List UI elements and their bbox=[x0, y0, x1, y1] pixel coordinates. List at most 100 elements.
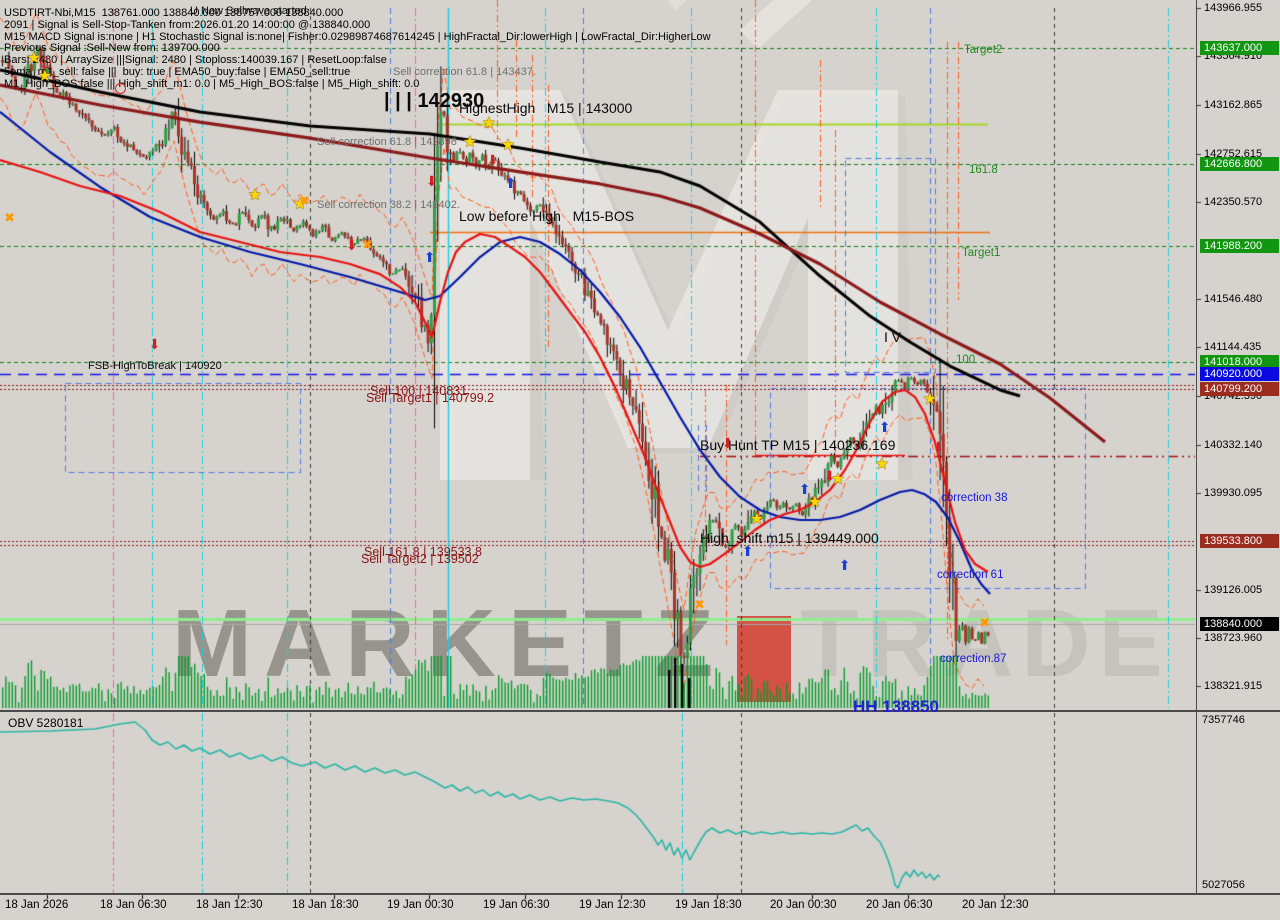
chart-annotation: HighestHigh M15 | 143000 bbox=[459, 100, 633, 116]
chart-annotation: Low before High M15-BOS bbox=[459, 208, 635, 224]
obv-xaxis-separator[interactable] bbox=[0, 893, 1280, 895]
circle-signal-icon bbox=[40, 57, 51, 68]
star-signal-icon: ★ bbox=[462, 134, 478, 152]
price-level-badge: 138840.000 bbox=[1200, 617, 1279, 632]
time-axis-label: 19 Jan 00:30 bbox=[387, 899, 454, 911]
chart-annotation: correction 38 bbox=[941, 492, 1008, 504]
time-axis-label: 18 Jan 18:30 bbox=[292, 899, 359, 911]
chart-annotation: correction 61 bbox=[937, 569, 1004, 581]
time-axis-label: 19 Jan 18:30 bbox=[675, 899, 742, 911]
chart-annotation: U New Sellwave started bbox=[190, 5, 307, 17]
sell-arrow-icon: ⬇ bbox=[486, 152, 499, 169]
price-axis[interactable]: 143966.955 143564.910 143162.865 142752.615… bbox=[1200, 0, 1280, 893]
info-line: M15 MACD Signal is:none | H1 Stochastic … bbox=[4, 30, 711, 43]
time-axis-label: 19 Jan 06:30 bbox=[483, 899, 550, 911]
sell-arrow-icon: ⬇ bbox=[425, 173, 438, 190]
price-axis-label: 139126.005 bbox=[1204, 583, 1263, 596]
buy-arrow-icon: ⬆ bbox=[798, 481, 811, 498]
info-line: Previous Signal :Sell-New from: 139700.0… bbox=[4, 42, 220, 55]
chart-annotation: Sell Target1 | 140799.2 bbox=[366, 391, 495, 405]
chart-annotation: Sell correction 61.8 | 143437. bbox=[393, 66, 536, 78]
time-axis-label: 20 Jan 12:30 bbox=[962, 899, 1029, 911]
chart-annotation: 100 bbox=[956, 354, 976, 366]
chart-annotation: FSB-HighToBreak | 140920 bbox=[88, 360, 222, 372]
star-signal-icon: ★ bbox=[292, 196, 308, 214]
time-axis[interactable]: 18 Jan 2026 18 Jan 06:30 18 Jan 12:30 18 Ja… bbox=[0, 899, 1280, 919]
star-signal-icon: ★ bbox=[749, 511, 765, 529]
chart-annotation: Target2 bbox=[964, 44, 1003, 56]
chart-annotation: Sell Target2 | 139502 bbox=[361, 552, 479, 566]
chart-annotation: Target1 bbox=[962, 247, 1001, 259]
x-mark-icon: ✖ bbox=[694, 596, 706, 612]
price-axis-label: 141144.435 bbox=[1204, 341, 1262, 354]
price-level-badge: 139533.800 bbox=[1200, 533, 1279, 548]
time-axis-label: 18 Jan 12:30 bbox=[196, 899, 263, 911]
time-axis-label: 18 Jan 2026 bbox=[5, 899, 69, 911]
price-axis-label: 142752.615 bbox=[1204, 147, 1263, 160]
price-axis-label: 142350.570 bbox=[1204, 196, 1263, 209]
price-axis-label: 143966.955 bbox=[1204, 2, 1263, 14]
price-axis-label: 141546.480 bbox=[1204, 292, 1263, 305]
star-signal-icon: ★ bbox=[830, 471, 846, 489]
sell-arrow-icon: ⬇ bbox=[345, 237, 358, 254]
chart-annotation: Sell 161.8 | 139533.8 bbox=[364, 545, 482, 559]
price-level-badge: 140799.200 bbox=[1200, 381, 1279, 396]
chart-annotation: correction.87 bbox=[940, 653, 1007, 665]
buy-arrow-icon: ⬆ bbox=[423, 249, 436, 266]
price-level-badge: 143637.000 bbox=[1200, 40, 1279, 55]
price-axis-label: 138321.915 bbox=[1204, 680, 1263, 693]
chart-annotation: I V bbox=[884, 329, 902, 345]
price-level-badge: 141988.200 bbox=[1200, 238, 1279, 253]
time-axis-label: 20 Jan 06:30 bbox=[866, 899, 933, 911]
time-axis-label: 18 Jan 06:30 bbox=[100, 899, 167, 911]
info-line: M1_High_BOS:false ||| High_shift_m1: 0.0… bbox=[4, 77, 420, 90]
star-signal-icon: ★ bbox=[481, 115, 497, 133]
star-signal-icon: ★ bbox=[874, 456, 890, 474]
x-mark-icon: ✖ bbox=[299, 192, 311, 208]
x-mark-icon: ✖ bbox=[4, 209, 16, 225]
x-mark-icon: ✖ bbox=[979, 614, 991, 630]
price-level-badge: 140920.000 bbox=[1200, 367, 1279, 382]
time-axis-label: 19 Jan 12:30 bbox=[579, 899, 646, 911]
chart-annotation: High_shift m15 | 139449.000 bbox=[700, 530, 879, 546]
sell-arrow-icon: ⬇ bbox=[148, 336, 161, 353]
star-signal-icon: ★ bbox=[500, 137, 516, 155]
chart-annotation: 161.8 bbox=[969, 164, 998, 176]
buy-arrow-icon: ⬆ bbox=[504, 175, 517, 192]
obv-scale-bottom: 5027056 bbox=[1202, 879, 1245, 891]
buy-arrow-icon: ⬆ bbox=[741, 543, 754, 560]
price-axis-label: 138723.960 bbox=[1204, 632, 1263, 645]
chart-annotation: Sell 100 | 140831 bbox=[370, 384, 468, 398]
star-signal-icon: ★ bbox=[807, 494, 823, 512]
chart-annotation: Sell correction 38.2 | 142402. bbox=[317, 199, 460, 211]
info-line: 5ema_m1_sell: false ||| buy: true | EMA5… bbox=[4, 66, 351, 78]
star-signal-icon: ★ bbox=[922, 391, 938, 409]
star-signal-icon: ★ bbox=[26, 50, 42, 68]
info-line: USDTIRT-Nbi,M15 138761.000 138840.000 13… bbox=[4, 7, 344, 19]
sell-arrow-icon: ⬇ bbox=[823, 468, 836, 485]
price-axis-label: 140332.140 bbox=[1204, 438, 1263, 451]
chart-annotation: HH 138850 bbox=[853, 697, 940, 716]
time-axis-label: 20 Jan 00:30 bbox=[770, 899, 837, 911]
sell-arrow-icon: ⬇ bbox=[721, 435, 734, 452]
sell-arrow-icon: ⬇ bbox=[932, 439, 945, 456]
star-signal-icon: ★ bbox=[37, 68, 53, 86]
chart-annotation: Sell correction 61.8 | 142898 bbox=[317, 136, 457, 148]
price-axis-border bbox=[1196, 0, 1197, 895]
obv-scale-top: 7357746 bbox=[1202, 714, 1245, 726]
info-line: 2091 | Signal is Sell-Stop-Tanken from:2… bbox=[4, 18, 371, 31]
price-level-badge: 141018.000 bbox=[1200, 355, 1279, 370]
star-signal-icon: ★ bbox=[247, 187, 263, 205]
buy-arrow-icon: ⬆ bbox=[878, 419, 891, 436]
chart-annotation: | | | 142930 bbox=[384, 90, 485, 112]
price-axis-label: 139930.095 bbox=[1204, 487, 1263, 500]
x-mark-icon: ✖ bbox=[362, 236, 374, 252]
obv-indicator-label: OBV 5280181 bbox=[8, 716, 84, 730]
main-obv-separator[interactable] bbox=[0, 710, 1280, 712]
chart-annotation: Buy Hunt TP M15 | 140236.169 bbox=[700, 437, 896, 453]
price-axis-label: 143162.865 bbox=[1204, 98, 1263, 111]
price-level-badge: 142666.800 bbox=[1200, 157, 1279, 172]
buy-arrow-icon: ⬆ bbox=[838, 557, 851, 574]
